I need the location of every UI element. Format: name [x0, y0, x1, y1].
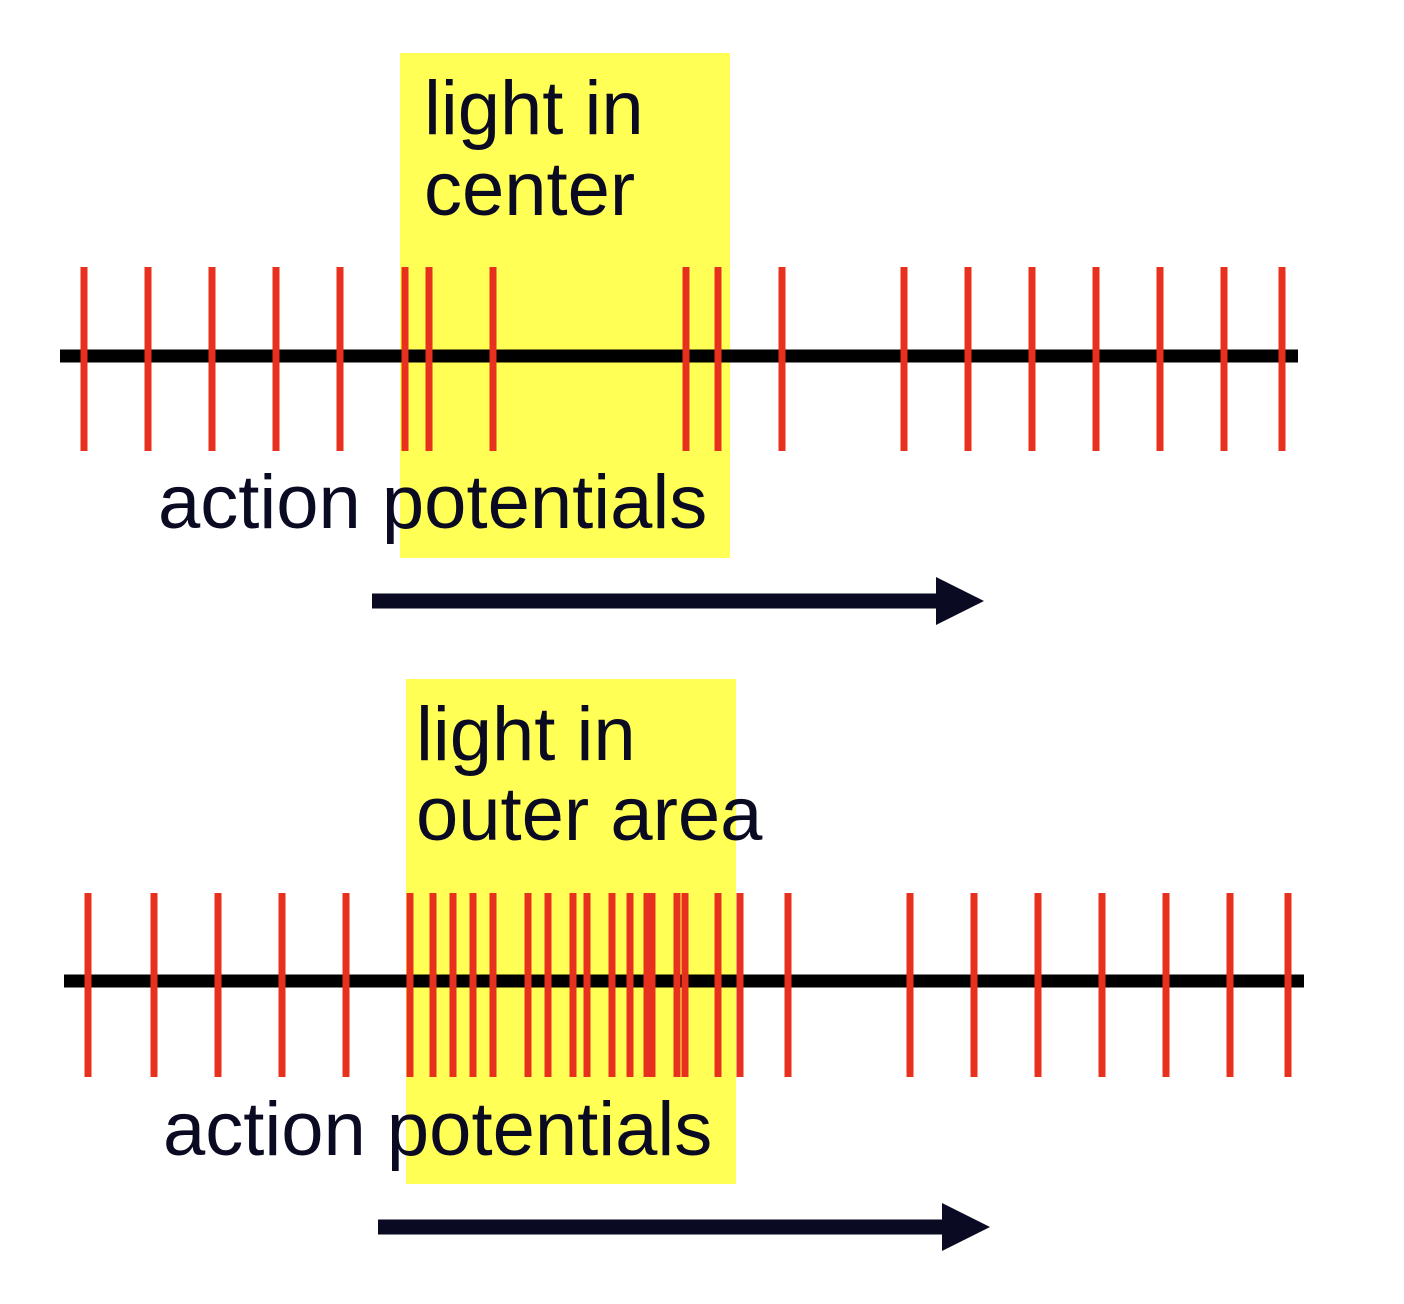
time-arrow	[372, 577, 984, 625]
light-highlight-center	[400, 53, 730, 558]
panel-label-line2: outer area	[416, 772, 763, 857]
panel-label-line1: light in	[416, 692, 636, 777]
spike-train-outer	[84, 893, 1292, 1077]
time-arrow	[378, 1203, 990, 1251]
panel-label-line1: light in	[424, 66, 644, 151]
panel-label-line2: center	[424, 147, 635, 232]
caption-action-potentials: action potentials	[158, 460, 707, 545]
spike-train-center	[80, 267, 1286, 451]
caption-action-potentials: action potentials	[163, 1087, 712, 1172]
panel-outer: light in outer area action potentials	[64, 679, 1304, 1251]
panel-center: light in center action potentials	[60, 53, 1298, 625]
